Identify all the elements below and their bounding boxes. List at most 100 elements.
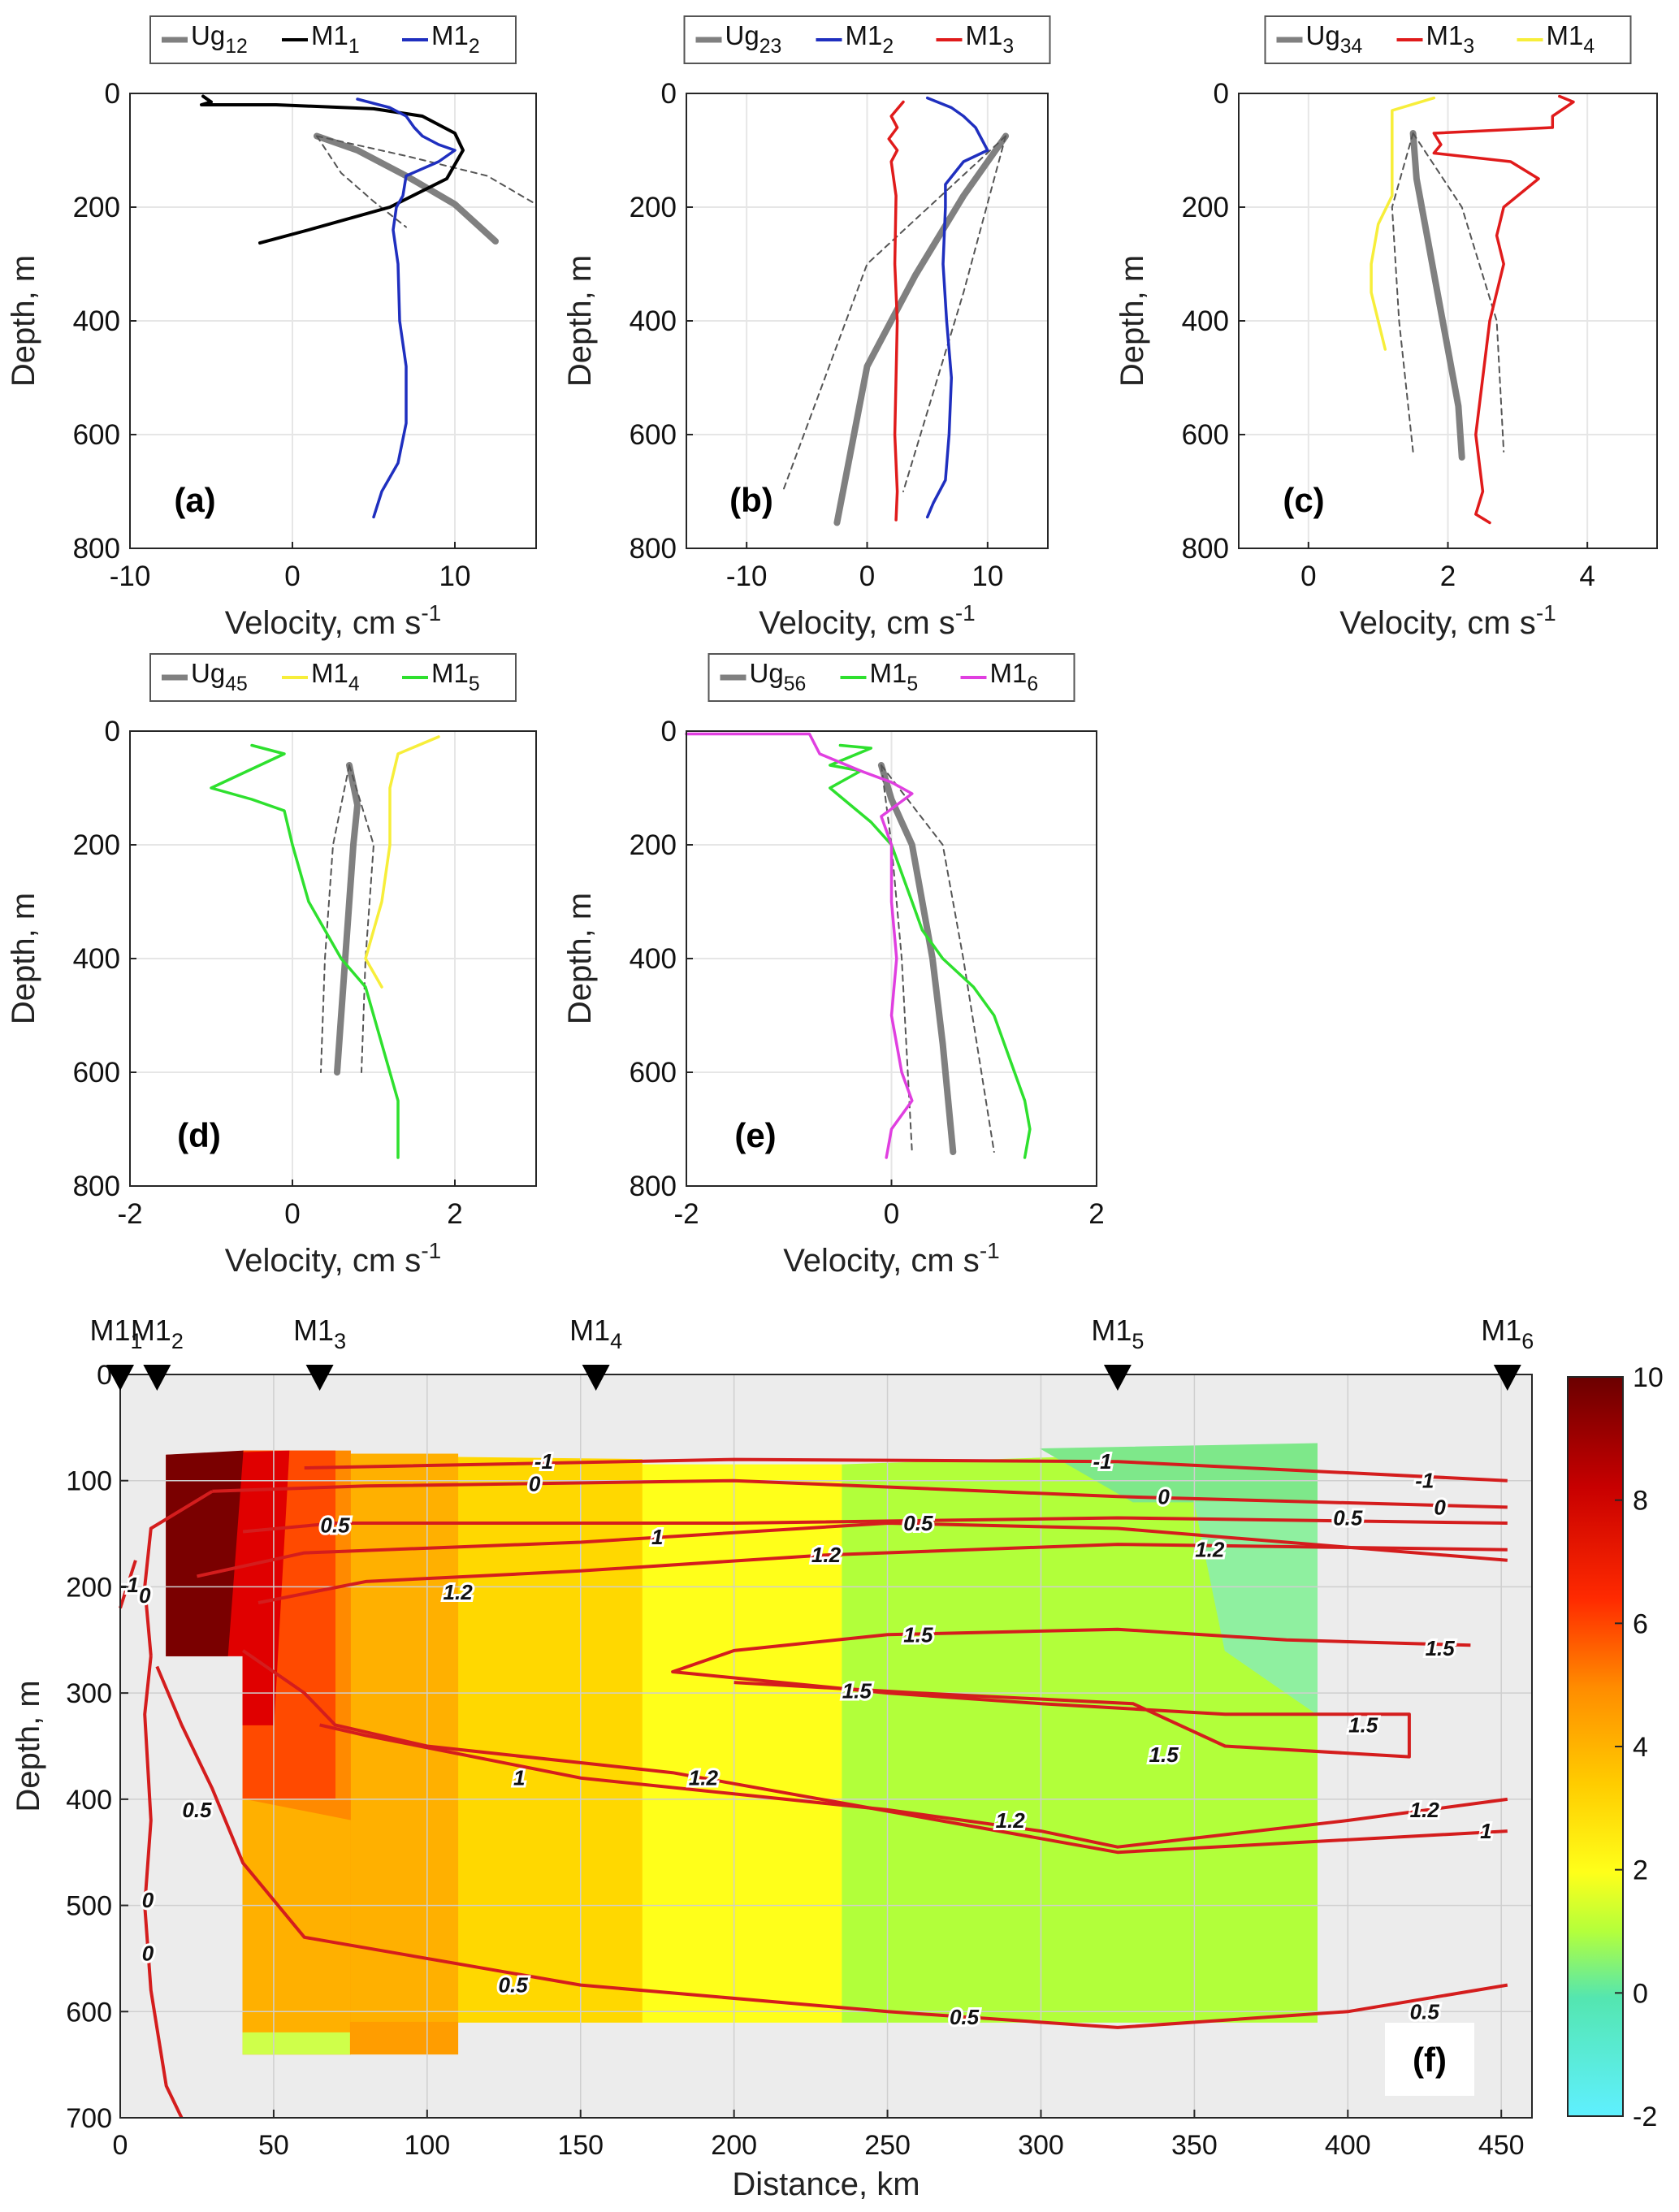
contour-line — [319, 1723, 1508, 1849]
mooring-label-sub: 4 — [610, 1329, 622, 1353]
legend: Ug45 M14 M15 — [149, 653, 517, 702]
y-tick-label: 500 — [66, 1891, 112, 1922]
x-tick-label: 2 — [447, 1198, 462, 1230]
x-axis-label-sup: -1 — [980, 1238, 1000, 1263]
contour-label: 0.5 — [1410, 1999, 1440, 2024]
contour-label: 1.5 — [1149, 1742, 1179, 1767]
contour-line — [197, 1522, 1508, 1578]
legend-entry-sub: 2 — [469, 36, 480, 58]
mooring-label: M12 — [131, 1314, 184, 1353]
y-tick-label: 400 — [1182, 305, 1229, 337]
series-line-ug — [833, 132, 1010, 526]
mooring-triangle-icon — [305, 1365, 334, 1391]
panel-label: (a) — [174, 481, 215, 519]
legend-entry: M12 — [846, 20, 894, 58]
contour-label: -1 — [120, 1573, 139, 1597]
x-tick-label: 0 — [113, 2130, 128, 2161]
legend: Ug12 M11 M12 — [149, 15, 517, 64]
legend-entry-base: M1 — [966, 20, 1003, 50]
panel-label: (f) — [1413, 2041, 1447, 2079]
y-tick-label: 200 — [1182, 192, 1229, 223]
x-axis-label: Velocity, cm s-1 — [225, 600, 441, 641]
x-tick-label: 50 — [258, 2130, 289, 2161]
mooring-label-sub: 3 — [334, 1329, 346, 1353]
mooring-triangle-icon — [106, 1365, 134, 1391]
y-tick-label: 400 — [73, 305, 120, 337]
x-tick-label: 300 — [1018, 2130, 1064, 2161]
contour-label: 1.2 — [1410, 1798, 1440, 1822]
panel-label: (e) — [734, 1116, 776, 1154]
x-tick-label: 10 — [439, 561, 471, 592]
contour-label: 1.2 — [444, 1580, 474, 1604]
y-tick-label: 200 — [630, 192, 677, 223]
series-line-ug-hi — [1412, 132, 1505, 452]
legend-entry-base: M1 — [846, 20, 883, 50]
x-tick-label: 10 — [971, 561, 1003, 592]
legend-entry: M12 — [431, 20, 480, 58]
series-line-ug — [334, 762, 361, 1076]
legend-entry: M13 — [966, 20, 1015, 58]
y-tick-label: 700 — [66, 2103, 112, 2134]
y-tick-label: 600 — [630, 1057, 677, 1089]
contour-line — [143, 1490, 214, 1656]
contour-label: 1.2 — [996, 1808, 1026, 1833]
x-tick-label: -2 — [673, 1198, 699, 1230]
y-tick-label: 800 — [630, 533, 677, 565]
legend-entry-base: Ug — [750, 658, 784, 688]
contour-line — [304, 1457, 1508, 1483]
mooring-triangle-icon — [1103, 1365, 1132, 1391]
series-line-ug-hi — [348, 764, 374, 1073]
contour-label: 0.5 — [182, 1798, 212, 1822]
mooring-triangle-icon — [1493, 1365, 1521, 1391]
legend-entry-sub: 4 — [1583, 36, 1595, 58]
contour-label: -1 — [1415, 1469, 1434, 1493]
velocity-field — [166, 1443, 1318, 2055]
x-axis-label-sup: -1 — [421, 1238, 441, 1263]
x-axis-label: Distance, km — [732, 2167, 920, 2202]
series-line-ug-hi — [880, 764, 995, 1153]
field-cell — [242, 2032, 351, 2055]
x-tick-label: 0 — [884, 1198, 899, 1230]
series-line-m1-2 — [356, 97, 457, 519]
field-cell — [349, 1453, 459, 2023]
mooring-label-sub: 1 — [130, 1329, 142, 1353]
chart-panel-e: -2 0 2 0 200 400 600 800 Velocity, cm s-1 Depth, … — [562, 653, 1105, 1279]
series-line-ug-hi — [316, 135, 537, 206]
contour-line — [671, 1627, 1471, 1759]
legend-entry: M16 — [990, 658, 1039, 695]
contour-label: 0 — [1158, 1484, 1170, 1509]
legend-entry-sub: 12 — [225, 36, 248, 58]
legend-entry: M15 — [431, 658, 480, 695]
legend-entry-sub: 6 — [1027, 673, 1038, 695]
legend-box — [149, 653, 517, 702]
legend-box — [149, 15, 517, 64]
contour-label: 0 — [142, 1888, 154, 1912]
legend-entry-sub: 3 — [1002, 36, 1014, 58]
series-line-ug-lo — [880, 764, 913, 1153]
contour-line — [119, 1560, 137, 1609]
colorbar-gradient — [1567, 1376, 1624, 2117]
colorbar-tick-label: 10 — [1633, 1362, 1664, 1393]
mooring-triangle-icon — [582, 1365, 610, 1391]
series-line-ug — [314, 132, 499, 245]
x-axis-label-text: Velocity, cm s — [783, 1243, 980, 1279]
x-tick-label: 4 — [1579, 561, 1595, 592]
contour-line — [212, 1478, 1508, 1509]
contour-label: 0 — [139, 1583, 151, 1608]
legend-entry-base: M1 — [870, 658, 907, 688]
legend-entry-base: Ug — [1306, 20, 1340, 50]
contour-label: 1.5 — [903, 1622, 933, 1647]
series-line-m1-3 — [887, 100, 905, 522]
x-axis-label-text: Velocity, cm s — [225, 605, 422, 641]
y-tick-label: 400 — [66, 1785, 112, 1816]
mooring-label-base: M1 — [569, 1314, 610, 1347]
legend-entry-base: Ug — [725, 20, 759, 50]
x-axis-label-sup: -1 — [955, 600, 976, 626]
y-axis-label: Depth, m — [562, 893, 598, 1024]
panel-label: (c) — [1283, 481, 1324, 519]
colorbar-tick-label: 0 — [1633, 1978, 1648, 2009]
